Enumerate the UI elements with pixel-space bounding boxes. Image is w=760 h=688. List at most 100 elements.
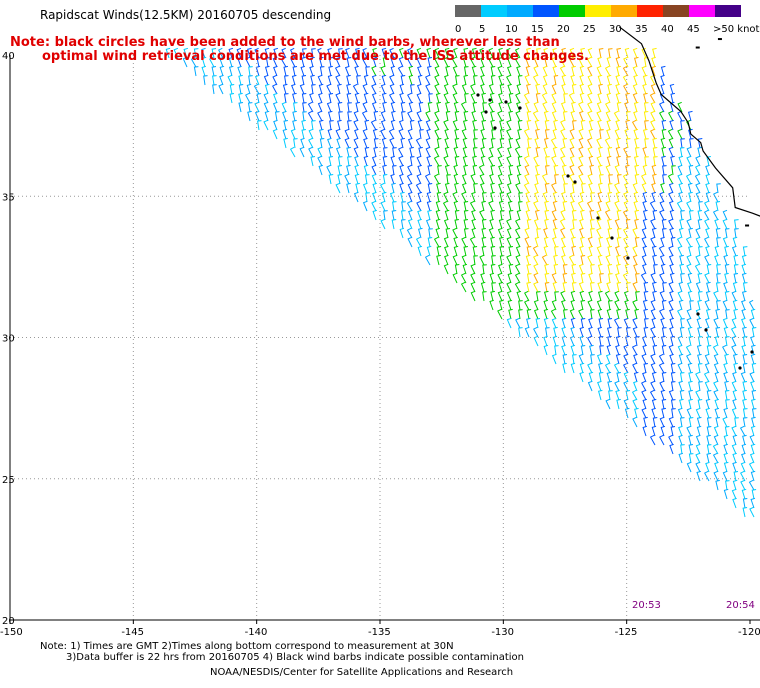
wind-barb: [624, 299, 629, 311]
wind-barb: [389, 74, 395, 86]
wind-barb: [462, 155, 468, 167]
wind-barb: [685, 344, 692, 356]
wind-barb: [634, 308, 639, 320]
lon-tick-label: -120: [738, 627, 760, 638]
wind-barb: [606, 155, 612, 167]
wind-barb: [463, 164, 468, 176]
wind-barb: [731, 488, 737, 500]
wind-barb: [741, 254, 747, 266]
wind-barb: [264, 110, 270, 122]
wind-barb: [499, 246, 505, 257]
wind-barb: [597, 56, 602, 68]
wind-barb: [328, 174, 334, 185]
wind-barb: [569, 155, 575, 167]
wind-barb: [433, 155, 440, 167]
wind-barb: [712, 443, 719, 455]
wind-barb: [659, 254, 665, 266]
island: [695, 46, 700, 49]
lat-tick-label: 25: [2, 475, 15, 486]
wind-barb: [254, 74, 260, 86]
wind-barb: [552, 236, 557, 248]
wind-barb: [392, 147, 397, 158]
wind-barb: [705, 173, 711, 185]
wind-barb: [659, 290, 665, 302]
wind-barb: [606, 308, 612, 320]
wind-barb: [596, 209, 602, 221]
wind-barb: [506, 119, 512, 131]
wind-barb: [608, 174, 613, 185]
wind-barb: [433, 236, 440, 248]
wind-barb: [570, 317, 576, 329]
wind-barb: [641, 182, 647, 194]
wind-barb: [372, 209, 378, 221]
legend-label: 0: [455, 24, 462, 35]
wind-barb: [417, 227, 423, 239]
wind-barb: [622, 272, 629, 284]
wind-barb: [488, 56, 494, 68]
wind-barb: [572, 354, 577, 365]
wind-barb: [732, 353, 738, 365]
wind-barb: [617, 327, 622, 338]
wind-barb: [425, 74, 431, 86]
wind-barb: [589, 164, 594, 176]
wind-barb: [680, 210, 685, 221]
wind-barb: [742, 398, 747, 410]
wind-barb: [641, 389, 647, 401]
wind-barb: [560, 155, 566, 167]
wind-barb: [370, 119, 377, 131]
wind-barb: [380, 218, 386, 230]
wind-barb: [346, 146, 351, 158]
wind-barb: [489, 272, 495, 284]
wind-barb: [616, 228, 622, 239]
wind-barb: [588, 272, 593, 284]
wind-barb: [606, 128, 611, 140]
wind-barb: [554, 174, 559, 185]
wind-barb: [525, 209, 531, 221]
wind-barb: [309, 92, 314, 104]
wind-barb: [624, 407, 630, 419]
wind-barb: [372, 191, 377, 203]
legend-label: 30: [609, 24, 622, 35]
wind-barb: [245, 56, 251, 68]
wind-barb: [651, 245, 657, 257]
wind-barb: [497, 65, 503, 77]
wind-barb: [742, 498, 748, 509]
wind-barb: [680, 120, 685, 131]
wind-barb: [543, 227, 548, 239]
wind-barb: [749, 434, 755, 446]
wind-barb: [532, 74, 539, 86]
wind-barb: [741, 299, 746, 311]
wind-barb: [679, 218, 684, 230]
wind-barb: [669, 209, 675, 221]
wind-barb: [524, 173, 530, 185]
wind-barb: [634, 174, 640, 185]
wind-barb: [272, 56, 278, 68]
wind-barb: [254, 110, 260, 122]
wind-barb: [650, 380, 656, 392]
wind-barb: [506, 218, 512, 230]
wind-barb: [741, 272, 747, 284]
wind-barb: [551, 83, 557, 95]
wind-barb: [650, 362, 656, 374]
wind-barb: [436, 101, 441, 113]
wind-barb: [344, 173, 350, 185]
wind-barb: [415, 137, 422, 149]
wind-barb: [289, 47, 296, 59]
wind-barb: [695, 182, 701, 194]
wind-barb: [515, 236, 521, 248]
wind-barb: [730, 326, 737, 338]
wind-barb: [518, 201, 523, 212]
wind-barb: [651, 425, 657, 437]
wind-barb: [544, 282, 550, 293]
wind-barb: [373, 138, 379, 149]
wind-barb: [632, 47, 638, 59]
wind-barb: [616, 210, 622, 221]
wind-barb: [634, 147, 640, 158]
wind-barb: [190, 56, 197, 68]
wind-barb: [551, 101, 557, 113]
wind-barb: [659, 101, 665, 113]
wind-barb: [732, 434, 738, 446]
wind-barb: [346, 182, 351, 194]
wind-barb: [344, 128, 350, 140]
wind-barb: [616, 155, 621, 167]
